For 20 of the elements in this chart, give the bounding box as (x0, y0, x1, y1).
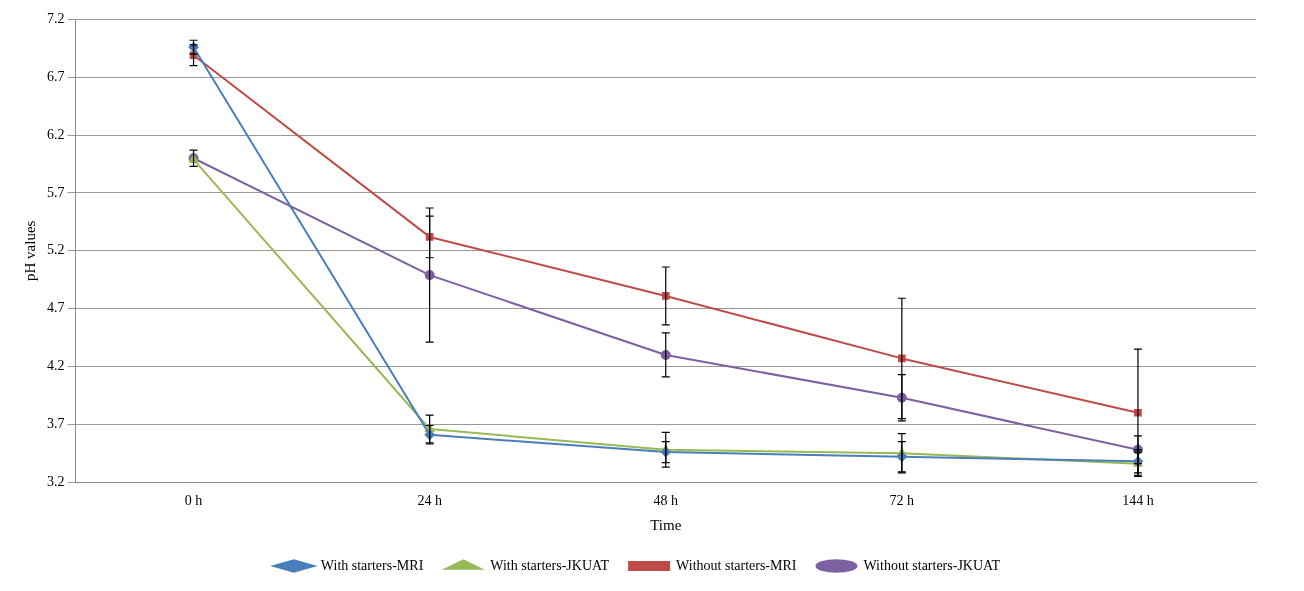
y-axis-title: pH values (21, 220, 38, 281)
y-tick-label: 6.2 (47, 126, 65, 142)
legend-label: With starters-MRI (320, 557, 424, 573)
y-tick-label: 4.7 (47, 300, 65, 316)
x-tick-label: 24 h (417, 493, 442, 509)
x-tick-label: 72 h (889, 493, 915, 509)
y-tick-label: 5.7 (47, 184, 65, 200)
x-tick-label: 48 h (653, 493, 678, 509)
x-axis-title: Time (650, 516, 682, 533)
y-tick-label: 5.2 (47, 242, 65, 258)
y-tick-label: 3.7 (47, 416, 65, 432)
x-tick-label: 0 h (184, 493, 203, 509)
y-tick-label: 7.2 (47, 11, 65, 27)
legend-label: Without starters-JKUAT (863, 557, 1001, 573)
y-tick-label: 6.7 (47, 68, 65, 84)
legend-label: With starters-JKUAT (490, 557, 610, 573)
legend-label: Without starters-MRI (676, 557, 797, 573)
y-tick-label: 3.2 (47, 473, 65, 489)
y-tick-label: 4.2 (47, 358, 65, 374)
x-tick-label: 144 h (1122, 493, 1154, 509)
